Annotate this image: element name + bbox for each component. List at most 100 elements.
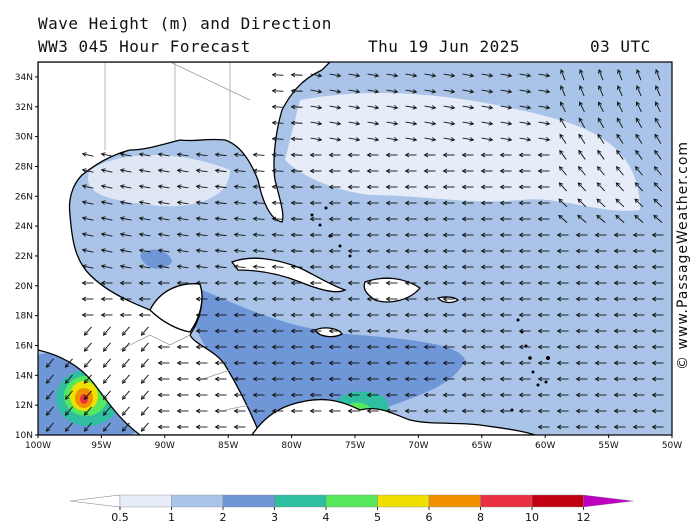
direction-arrow	[632, 408, 645, 414]
legend-label: 10	[525, 511, 539, 524]
direction-arrow	[518, 232, 531, 238]
direction-arrow	[366, 376, 379, 382]
direction-arrow	[404, 248, 417, 254]
direction-arrow	[157, 248, 170, 253]
direction-arrow	[309, 392, 322, 398]
direction-arrow	[64, 406, 73, 416]
direction-arrow	[461, 312, 474, 318]
direction-arrow	[461, 296, 474, 302]
direction-arrow	[613, 344, 626, 350]
direction-arrow	[613, 408, 626, 414]
direction-arrow	[309, 408, 322, 414]
direction-arrow	[538, 105, 551, 110]
direction-arrow	[252, 408, 265, 414]
direction-arrow	[594, 280, 607, 286]
direction-arrow	[102, 326, 111, 336]
direction-arrow	[480, 200, 493, 206]
lat-label: 32N	[15, 103, 33, 113]
direction-arrow	[328, 280, 341, 286]
direction-arrow	[138, 200, 151, 205]
direction-arrow	[634, 198, 644, 208]
lat-label: 20N	[15, 282, 33, 292]
model-label: WW3 045 Hour Forecast	[38, 37, 251, 56]
direction-arrow	[140, 406, 149, 416]
direction-arrow	[119, 312, 132, 318]
direction-arrow	[252, 264, 265, 270]
direction-arrow	[480, 312, 493, 318]
direction-arrow	[119, 216, 132, 221]
direction-arrow	[635, 101, 642, 113]
direction-arrow	[632, 360, 645, 366]
direction-arrow	[329, 105, 342, 110]
direction-arrow	[366, 328, 379, 334]
direction-arrow	[651, 296, 664, 302]
direction-arrow	[81, 216, 94, 221]
direction-arrow	[423, 184, 436, 190]
direction-arrow	[499, 264, 512, 270]
direction-arrow	[442, 168, 455, 174]
direction-arrow	[404, 264, 417, 270]
direction-arrow	[100, 280, 113, 286]
legend-swatch	[428, 494, 481, 508]
lon-label: 60W	[535, 441, 555, 451]
direction-arrow	[442, 392, 455, 398]
direction-arrow	[499, 216, 512, 222]
direction-arrow	[518, 184, 531, 190]
direction-arrow	[347, 328, 360, 334]
direction-arrow	[176, 168, 189, 173]
direction-arrow	[328, 152, 341, 158]
direction-arrow	[462, 105, 475, 110]
direction-arrow	[615, 214, 625, 223]
direction-arrow	[461, 184, 474, 190]
direction-arrow	[442, 264, 455, 270]
direction-arrow	[537, 296, 550, 302]
direction-arrow	[594, 264, 607, 270]
direction-arrow	[271, 120, 284, 126]
direction-arrow	[579, 68, 585, 81]
direction-arrow	[385, 312, 398, 318]
direction-arrow	[290, 408, 303, 414]
direction-arrow	[481, 137, 494, 142]
direction-arrow	[214, 200, 227, 206]
direction-arrow	[537, 392, 550, 398]
direction-arrow	[537, 248, 550, 254]
direction-arrow	[328, 200, 341, 206]
legend-swatch	[171, 494, 224, 508]
direction-arrow	[617, 85, 623, 97]
lat-label: 24N	[15, 222, 33, 232]
direction-arrow	[480, 280, 493, 286]
direction-arrow	[119, 232, 132, 237]
direction-arrow	[328, 232, 341, 238]
direction-arrow	[348, 137, 361, 142]
direction-arrow	[233, 296, 246, 302]
direction-arrow	[500, 73, 513, 78]
wave-height-legend: 0.5 1 2 3 4 5 6 8 10 12	[69, 494, 634, 524]
forecast-time: 03 UTC	[590, 37, 651, 56]
direction-arrow	[233, 376, 246, 382]
direction-arrow	[100, 312, 113, 318]
direction-arrow	[385, 392, 398, 398]
direction-arrow	[443, 89, 456, 94]
direction-arrow	[651, 248, 664, 254]
direction-arrow	[195, 280, 208, 286]
direction-arrow	[499, 296, 512, 302]
direction-arrow	[404, 184, 417, 190]
direction-arrow	[423, 264, 436, 270]
direction-arrow	[499, 232, 512, 238]
direction-arrow	[424, 89, 437, 94]
direction-arrow	[404, 312, 417, 318]
direction-arrow	[347, 312, 360, 318]
direction-arrow	[651, 344, 664, 350]
direction-arrow	[613, 392, 626, 398]
direction-arrow	[214, 392, 227, 398]
direction-arrow	[195, 312, 208, 318]
direction-arrow	[556, 408, 569, 414]
direction-arrow	[138, 248, 151, 253]
direction-arrow	[252, 200, 265, 206]
direction-arrow	[443, 121, 456, 126]
political-borders	[104, 62, 251, 411]
direction-arrow	[615, 198, 625, 208]
lat-label: 28N	[15, 162, 33, 172]
direction-arrow	[654, 149, 662, 160]
direction-arrow	[157, 184, 170, 189]
